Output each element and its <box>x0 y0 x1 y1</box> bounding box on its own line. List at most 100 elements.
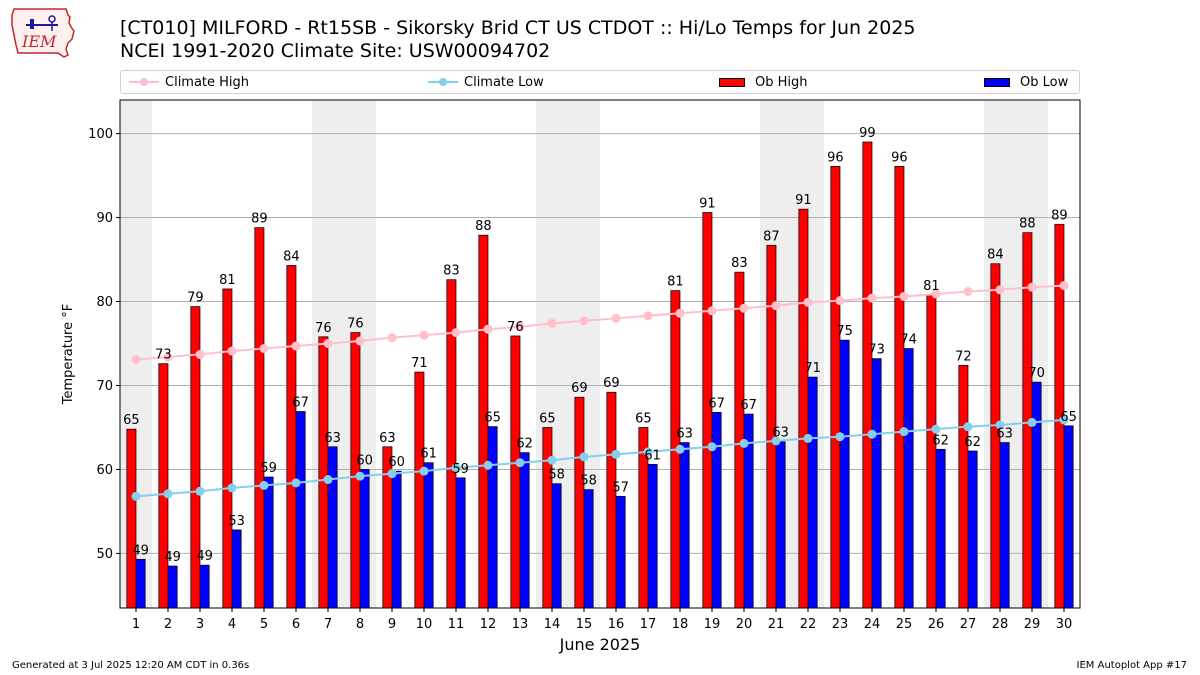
x-tick-label: 21 <box>768 617 785 632</box>
ob-high-value-label: 81 <box>219 273 236 288</box>
ob-high-value-label: 91 <box>699 197 716 212</box>
climate-low-point <box>547 455 557 465</box>
ob-low-value-label: 57 <box>612 480 629 495</box>
generated-timestamp: Generated at 3 Jul 2025 12:20 AM CDT in … <box>12 660 250 671</box>
ob-low-bar <box>775 441 786 609</box>
plot-frame <box>119 99 1081 609</box>
climate-high-point <box>163 352 173 362</box>
climate-low-point <box>195 486 205 496</box>
climate-low-point <box>867 429 877 439</box>
climate-low-point <box>131 491 141 501</box>
climate-low-point <box>483 460 493 470</box>
ob-low-bar <box>327 446 338 609</box>
climate-low-point <box>771 436 781 446</box>
ob-high-bar <box>222 288 233 609</box>
ob-low-swatch <box>984 77 1010 87</box>
ob-low-value-label: 61 <box>420 447 437 462</box>
ob-low-value-label: 49 <box>196 549 213 564</box>
ob-high-value-label: 84 <box>987 248 1004 263</box>
climate-high-point <box>1059 281 1069 291</box>
ob-low-bar <box>999 442 1010 609</box>
x-tick-label: 10 <box>416 617 433 632</box>
x-tick-label: 15 <box>576 617 593 632</box>
ob-high-value-label: 96 <box>891 150 908 165</box>
ob-high-bar <box>830 165 841 609</box>
ob-low-bar <box>903 348 914 609</box>
climate-low-point <box>899 427 909 437</box>
ob-low-value-label: 62 <box>932 433 949 448</box>
climate-high-point <box>675 308 685 318</box>
ob-low-bar <box>487 426 498 609</box>
ob-low-value-label: 60 <box>356 453 373 468</box>
y-tick-label: 70 <box>96 379 113 394</box>
chart-subtitle: NCEI 1991-2020 Climate Site: USW00094702 <box>120 40 551 62</box>
ob-low-value-label: 71 <box>804 361 821 376</box>
ob-high-value-label: 88 <box>1019 217 1036 232</box>
ob-high-value-label: 96 <box>827 150 844 165</box>
ob-high-value-label: 84 <box>283 249 300 264</box>
climate-high-point <box>291 341 301 351</box>
ob-low-bar <box>839 339 850 609</box>
x-tick-label: 7 <box>324 617 332 632</box>
ob-low-value-label: 73 <box>868 343 885 358</box>
climate-high-point <box>515 322 525 332</box>
ob-high-bar <box>862 141 873 609</box>
x-tick-label: 30 <box>1056 617 1073 632</box>
climate-high-point <box>611 313 621 323</box>
legend-item-ob-low: Ob Low <box>984 71 1068 93</box>
ob-high-value-label: 65 <box>539 411 556 426</box>
climate-high-point <box>259 344 269 354</box>
ob-high-value-label: 73 <box>155 348 172 363</box>
ob-low-value-label: 62 <box>964 435 981 450</box>
ob-low-value-label: 67 <box>740 398 757 413</box>
ob-low-bar <box>551 483 562 609</box>
ob-high-value-label: 83 <box>443 264 460 279</box>
climate-low-point <box>515 458 525 468</box>
ob-low-bar <box>391 470 402 609</box>
climate-low-point <box>451 463 461 473</box>
ob-high-value-label: 76 <box>507 320 524 335</box>
ob-low-value-label: 59 <box>452 462 469 477</box>
ob-low-bar <box>679 442 690 609</box>
app-id: IEM Autoplot App #17 <box>1076 660 1187 671</box>
chart-title: [CT010] MILFORD - Rt15SB - Sikorsky Brid… <box>120 17 916 39</box>
ob-low-value-label: 58 <box>580 474 597 489</box>
x-tick-label: 14 <box>544 617 561 632</box>
climate-low-point <box>1059 415 1069 425</box>
climate-low-point <box>163 489 173 499</box>
legend-item-ob-high: Ob High <box>719 71 808 93</box>
x-tick-label: 11 <box>448 617 465 632</box>
climate-high-point <box>931 289 941 299</box>
climate-high-point <box>387 333 397 343</box>
ob-low-bar <box>1031 381 1042 609</box>
y-tick-label: 80 <box>96 295 113 310</box>
ob-low-value-label: 59 <box>260 461 277 476</box>
x-tick-label: 19 <box>704 617 721 632</box>
ob-high-bar <box>318 336 329 609</box>
ob-high-bar <box>510 335 521 609</box>
ob-low-bar <box>519 452 530 609</box>
ob-high-value-label: 79 <box>187 291 204 306</box>
climate-high-point <box>355 336 365 346</box>
x-tick-label: 9 <box>388 617 396 632</box>
climate-low-point <box>707 442 717 452</box>
ob-low-bar <box>615 495 626 609</box>
x-tick-label: 4 <box>228 617 236 632</box>
climate-high-point <box>1027 282 1037 292</box>
ob-high-bar <box>926 294 937 609</box>
x-tick-label: 13 <box>512 617 529 632</box>
ob-high-value-label: 65 <box>635 411 652 426</box>
x-tick-label: 2 <box>164 617 172 632</box>
ob-low-value-label: 63 <box>676 427 693 442</box>
climate-high-point <box>323 339 333 349</box>
x-tick-label: 28 <box>992 617 1009 632</box>
ob-high-bar <box>798 208 809 609</box>
x-tick-label: 6 <box>292 617 300 632</box>
climate-low-point <box>419 466 429 476</box>
climate-low-point <box>355 471 365 481</box>
ob-high-value-label: 76 <box>347 317 364 332</box>
x-tick-label: 12 <box>480 617 497 632</box>
x-tick-label: 17 <box>640 617 657 632</box>
climate-high-point <box>771 301 781 311</box>
